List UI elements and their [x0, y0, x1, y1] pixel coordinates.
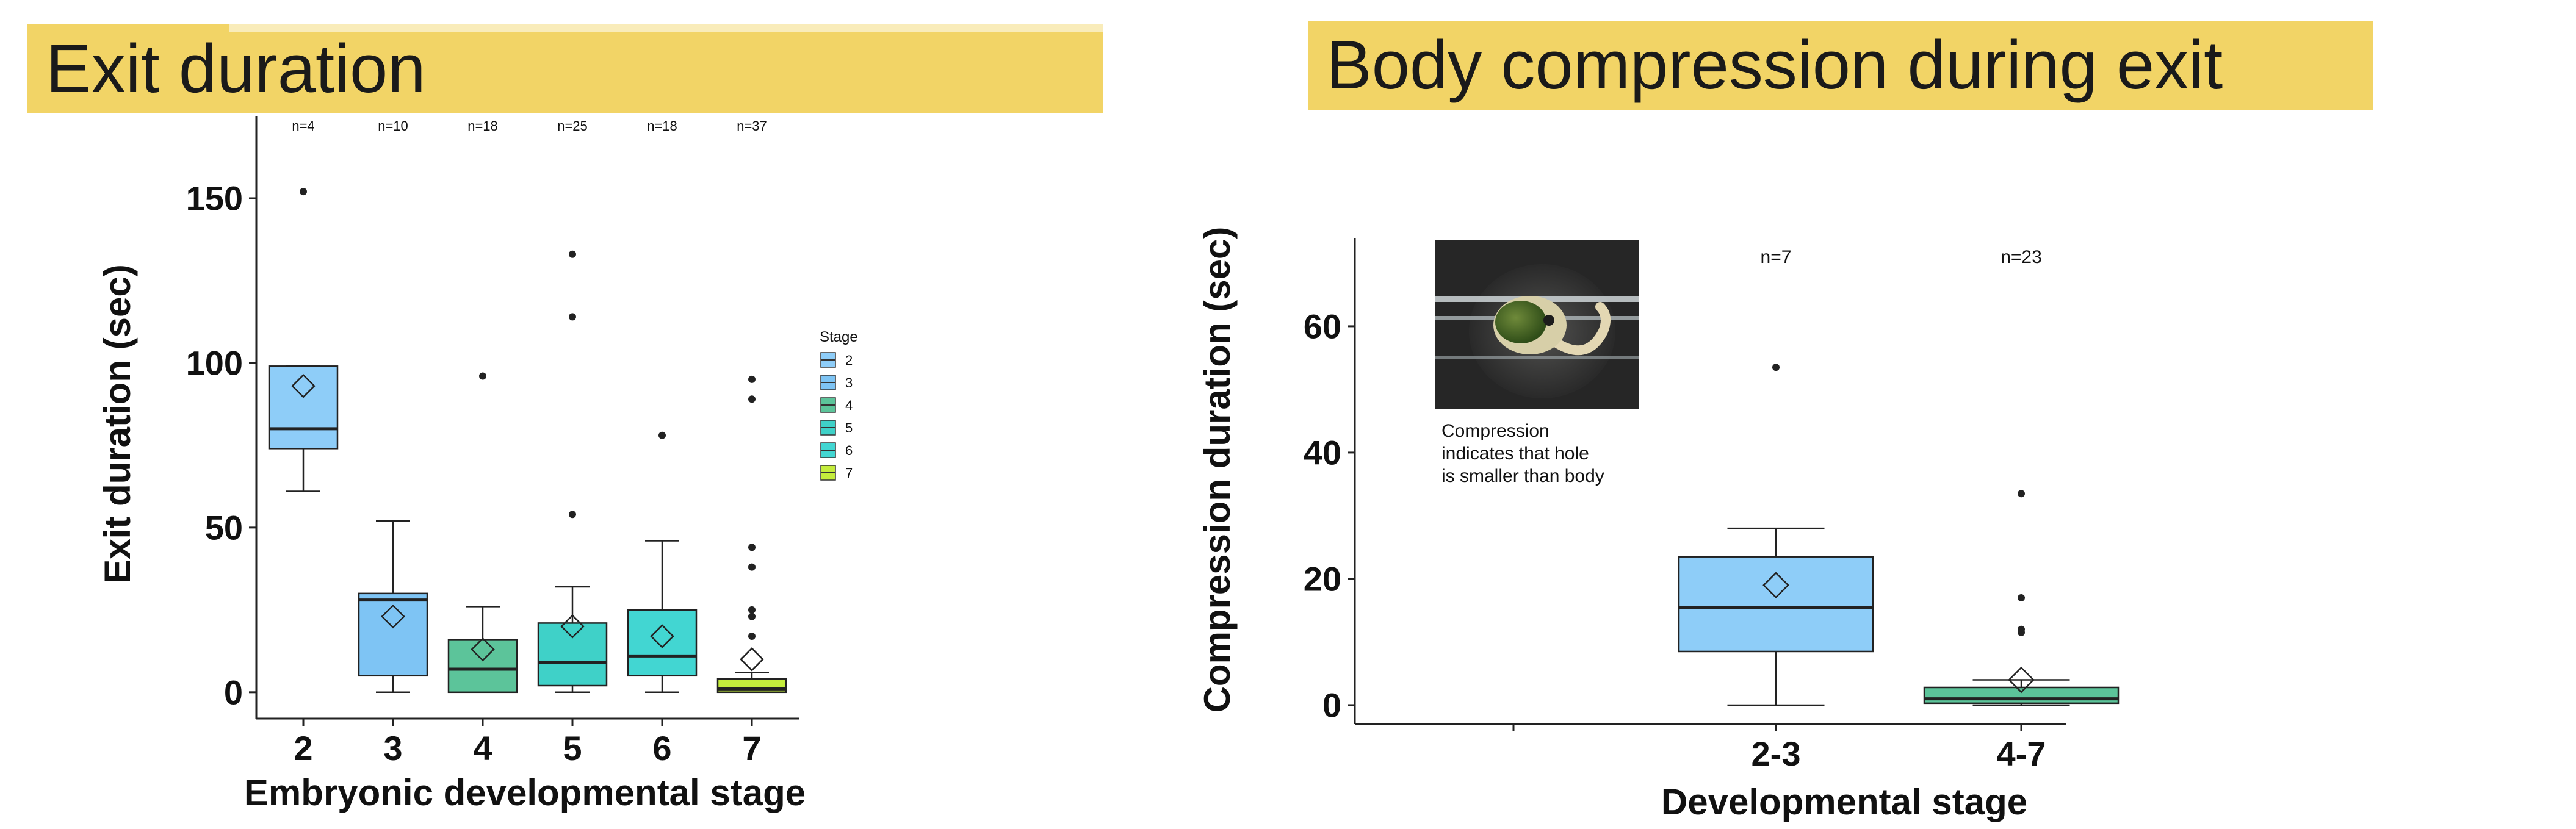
legend-label: 7	[845, 465, 853, 481]
x-tick-label: 5	[563, 729, 582, 767]
outlier-point	[748, 375, 756, 383]
legend-item-2: 2	[820, 352, 853, 368]
iqr-box	[627, 609, 698, 677]
exit-duration-title: Exit duration	[46, 31, 426, 107]
y-tick-label: 100	[186, 344, 243, 382]
iqr-box	[537, 622, 608, 687]
y-tick-label: 50	[205, 508, 243, 547]
outlier-point	[569, 250, 576, 258]
photo-caption: Compression indicates that hole is small…	[1441, 420, 1604, 487]
iqr-box	[268, 365, 339, 450]
outlier-point	[748, 612, 756, 620]
caption-line-2: indicates that hole	[1441, 443, 1589, 464]
banner-top-fade	[229, 23, 1132, 32]
sample-size-label: n=25	[557, 118, 588, 134]
outlier-point	[658, 431, 666, 439]
body-compression-banner: Body compression during exit	[1308, 21, 2373, 110]
outlier-point	[748, 633, 756, 641]
x-tick-label: 7	[742, 729, 761, 767]
sample-size-label: n=10	[378, 118, 408, 134]
sample-size-label: n=18	[647, 118, 677, 134]
legend-label: 2	[845, 353, 853, 368]
sample-size-label: n=37	[737, 118, 767, 134]
legend-item-4: 4	[820, 397, 853, 413]
y-axis-label: Exit duration (sec)	[97, 264, 138, 583]
outlier-point	[748, 563, 756, 571]
caption-line-3: is smaller than body	[1441, 466, 1604, 486]
legend-label: 5	[845, 420, 853, 436]
mean-marker	[650, 624, 674, 648]
box-stage-5	[537, 250, 608, 694]
legend-label: 3	[845, 375, 853, 390]
sample-size-label: n=4	[292, 118, 314, 134]
legend-item-5: 5	[820, 420, 853, 436]
outlier-point	[748, 544, 756, 551]
x-tick-label: 4	[473, 729, 492, 767]
y-tick-label: 150	[186, 179, 243, 218]
outlier-point	[569, 511, 576, 519]
legend-label: 6	[845, 443, 853, 458]
iqr-box	[358, 592, 428, 677]
legend-label: 4	[845, 398, 853, 413]
box-stage-2	[268, 188, 339, 492]
mean-marker	[291, 373, 316, 398]
box-stage-3	[358, 520, 428, 694]
mean-marker	[560, 614, 585, 639]
mean-marker	[471, 637, 495, 662]
legend-item-3: 3	[820, 375, 853, 390]
x-tick-label: 6	[652, 729, 671, 767]
outlier-point	[748, 606, 756, 614]
iqr-box	[447, 639, 518, 694]
box-stage-7	[716, 375, 787, 694]
y-tick-label: 0	[224, 673, 243, 711]
caption-line-1: Compression	[1441, 421, 1550, 441]
x-axis-label: Embryonic developmental stage	[244, 772, 806, 813]
outlier-point	[569, 313, 576, 321]
body-compression-title: Body compression during exit	[1326, 27, 2223, 103]
mean-marker	[740, 647, 764, 672]
mean-marker	[381, 604, 405, 629]
x-tick-label: 2	[294, 729, 312, 767]
outlier-point	[300, 188, 307, 196]
exit-duration-banner: Exit duration	[27, 23, 1132, 113]
legend-item-7: 7	[820, 465, 853, 481]
legend-item-6: 6	[820, 442, 853, 458]
x-tick-label: 3	[383, 729, 402, 767]
stage-legend: Stage 2 3 4 5 6 7	[820, 329, 858, 481]
box-stage-4	[447, 372, 518, 694]
embryo-compression-photo	[1435, 240, 1639, 409]
outlier-point	[748, 395, 756, 403]
box-stage-6	[627, 431, 698, 694]
outlier-point	[479, 372, 486, 380]
legend-title: Stage	[820, 329, 858, 345]
sample-size-label: n=18	[467, 118, 498, 134]
